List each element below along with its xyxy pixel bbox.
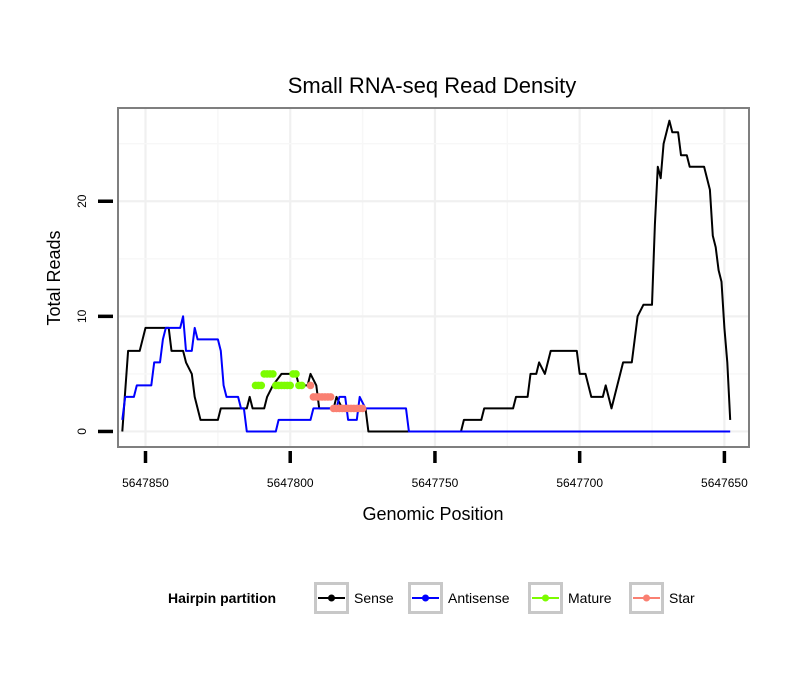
- legend-label-antisense: Antisense: [448, 590, 510, 606]
- star-point: [326, 393, 335, 401]
- legend-key-dot-star: [643, 594, 650, 602]
- legend-key-dot-antisense: [422, 594, 429, 602]
- mature-point: [292, 370, 300, 378]
- y-tick-label: 20: [75, 194, 89, 208]
- x-tick-label: 5647750: [412, 476, 459, 490]
- plot-title: Small RNA-seq Read Density: [288, 73, 577, 98]
- legend-key-dot-sense: [328, 594, 335, 602]
- y-axis-title: Total Reads: [44, 230, 64, 325]
- legend: Hairpin partition Sense Antisense Mature St…: [168, 582, 695, 614]
- star-point: [306, 381, 315, 390]
- plot-border: [117, 107, 750, 448]
- legend-label-sense: Sense: [354, 590, 394, 606]
- mature-point: [257, 381, 266, 390]
- x-tick-label: 5647650: [701, 476, 748, 490]
- legend-title: Hairpin partition: [168, 590, 276, 606]
- mature-point: [298, 381, 306, 390]
- mature-point: [286, 381, 295, 390]
- legend-label-star: Star: [669, 590, 695, 606]
- legend-key-dot-mature: [542, 594, 549, 602]
- x-tick-label: 5647700: [556, 476, 603, 490]
- series-layer: [121, 119, 732, 433]
- plot-panel: [118, 108, 749, 447]
- x-tick-label: 5647800: [267, 476, 314, 490]
- mature-point: [269, 370, 277, 378]
- y-tick-label: 10: [75, 309, 89, 323]
- star-point: [358, 404, 367, 413]
- y-tick-label: 0: [75, 428, 89, 435]
- antisense-line: [121, 315, 731, 433]
- x-axis-title: Genomic Position: [362, 504, 503, 524]
- legend-label-mature: Mature: [568, 590, 612, 606]
- x-tick-label: 5647850: [122, 476, 169, 490]
- axes: 5647850 5647800 5647750 5647700 5647650 0 10 20: [75, 194, 748, 490]
